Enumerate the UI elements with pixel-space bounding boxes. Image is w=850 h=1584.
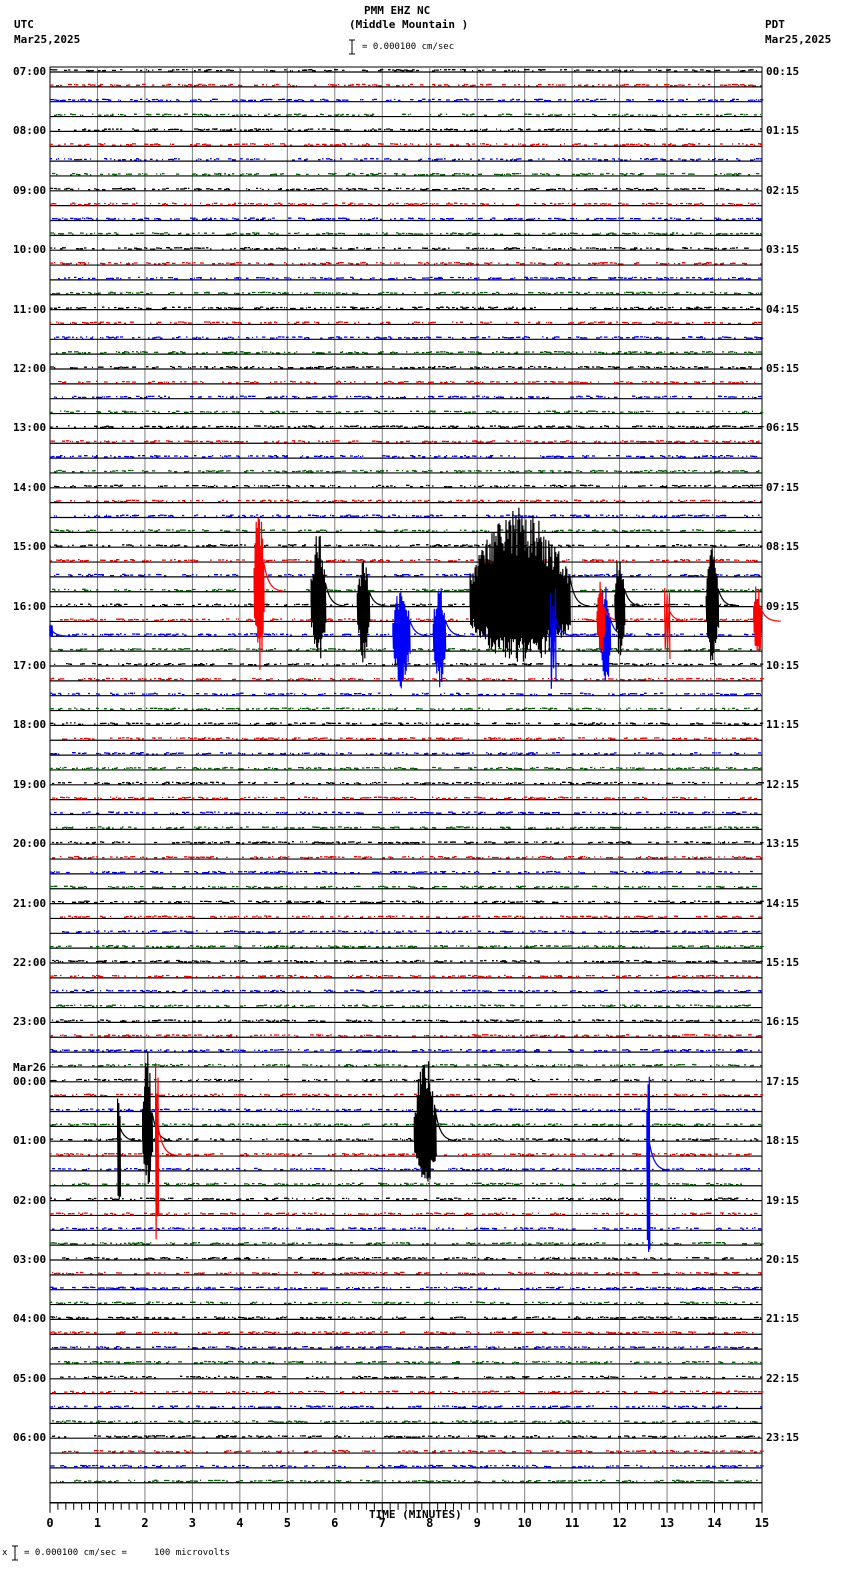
utc-hour-label: 09:00	[13, 183, 47, 197]
left-timezone: UTC	[14, 18, 34, 31]
utc-hour-label: 16:00	[13, 599, 47, 613]
pdt-hour-label: 08:15	[766, 540, 800, 554]
pdt-hour-label: 04:15	[766, 302, 800, 316]
x-tick-label: 13	[660, 1516, 674, 1530]
x-tick-label: 14	[707, 1516, 721, 1530]
x-tick-label: 0	[46, 1516, 53, 1530]
x-tick-label: 15	[755, 1516, 769, 1530]
utc-hour-label: 11:00	[13, 302, 47, 316]
pdt-hour-label: 13:15	[766, 837, 800, 851]
x-tick-label: 8	[426, 1516, 433, 1530]
pdt-hour-label: 09:15	[766, 599, 800, 613]
station-location: (Middle Mountain )	[349, 18, 469, 31]
footer-prefix: x	[2, 1548, 8, 1558]
x-tick-label: 3	[189, 1516, 196, 1530]
right-date: Mar25,2025	[765, 33, 832, 46]
pdt-hour-label: 06:15	[766, 421, 800, 435]
pdt-hour-label: 22:15	[766, 1371, 800, 1385]
utc-hour-label: 22:00	[13, 956, 47, 969]
pdt-hour-label: 18:15	[766, 1134, 800, 1148]
pdt-hour-label: 00:15	[766, 65, 800, 78]
pdt-hour-label: 05:15	[766, 362, 800, 375]
utc-hour-label: 01:00	[13, 1134, 47, 1148]
pdt-hour-label: 20:15	[766, 1253, 800, 1266]
utc-hour-label: 18:00	[13, 718, 47, 732]
trace-lines	[50, 68, 764, 1484]
right-timezone: PDT	[765, 18, 785, 31]
footer-scale-note: = 0.000100 cm/sec = 100 microvolts	[24, 1548, 230, 1558]
utc-hour-label: 00:00	[13, 1074, 47, 1088]
x-tick-label: 11	[565, 1516, 579, 1530]
station-title: PMM EHZ NC	[364, 4, 431, 17]
pdt-hour-label: 12:15	[766, 777, 800, 791]
seismic-events	[49, 507, 781, 1252]
utc-hour-label: 10:00	[13, 243, 47, 257]
utc-hour-label: 12:00	[13, 362, 47, 375]
utc-hour-label: 14:00	[13, 480, 47, 494]
utc-hour-label: 02:00	[13, 1193, 47, 1207]
scale-bar-icon	[349, 39, 355, 55]
x-tick-label: 12	[612, 1516, 626, 1530]
utc-hour-label: 07:00	[13, 65, 47, 78]
utc-hour-label: 21:00	[13, 896, 47, 910]
pdt-hour-label: 21:15	[766, 1312, 800, 1326]
pdt-hour-label: 23:15	[766, 1431, 800, 1445]
pdt-hour-label: 19:15	[766, 1193, 800, 1207]
x-axis-label: TIME (MINUTES)	[369, 1508, 462, 1521]
utc-hour-label: 13:00	[13, 421, 47, 435]
utc-hour-label: 17:00	[13, 659, 47, 672]
utc-hour-label: 06:00	[13, 1431, 47, 1445]
pdt-hour-label: 11:15	[766, 718, 800, 732]
utc-hour-label: 05:00	[13, 1371, 47, 1385]
x-tick-label: 7	[379, 1516, 386, 1530]
utc-hour-label: 19:00	[13, 777, 47, 791]
date-change-label: Mar26	[13, 1060, 47, 1074]
pdt-hour-label: 16:15	[766, 1015, 800, 1029]
pdt-hour-label: 15:15	[766, 956, 800, 969]
pdt-hour-label: 01:15	[766, 124, 800, 138]
x-tick-label: 4	[236, 1516, 243, 1530]
pdt-hour-label: 07:15	[766, 480, 800, 494]
x-tick-label: 5	[284, 1516, 291, 1530]
x-tick-label: 9	[474, 1516, 481, 1530]
utc-hour-label: 20:00	[13, 837, 47, 851]
scale-label: = 0.000100 cm/sec	[362, 42, 455, 52]
x-tick-label: 2	[141, 1516, 148, 1530]
footer-scale-bar-icon	[12, 1545, 18, 1561]
x-tick-label: 10	[517, 1516, 531, 1530]
pdt-hour-label: 17:15	[766, 1074, 800, 1088]
utc-hour-label: 04:00	[13, 1312, 47, 1326]
utc-hour-label: 15:00	[13, 540, 47, 554]
pdt-hour-label: 02:15	[766, 183, 800, 197]
pdt-hour-label: 10:15	[766, 659, 800, 672]
left-date: Mar25,2025	[14, 33, 81, 46]
x-tick-label: 6	[331, 1516, 338, 1530]
utc-hour-label: 23:00	[13, 1015, 47, 1029]
pdt-hour-label: 14:15	[766, 896, 800, 910]
utc-hour-label: 08:00	[13, 124, 47, 138]
x-tick-label: 1	[94, 1516, 101, 1530]
utc-hour-label: 03:00	[13, 1253, 47, 1266]
pdt-hour-label: 03:15	[766, 243, 800, 257]
